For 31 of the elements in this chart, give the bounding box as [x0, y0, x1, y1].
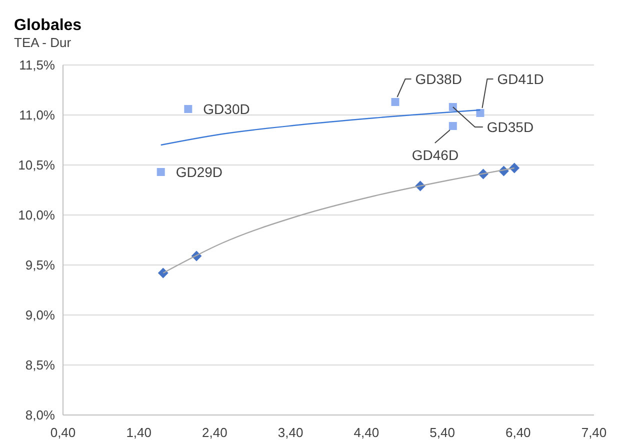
y-tick-label: 10,5%	[18, 158, 56, 173]
annotation: GD30D	[203, 100, 250, 117]
y-tick-label: 11,5%	[19, 58, 56, 73]
x-tick-label: 2,40	[202, 425, 228, 440]
point	[448, 122, 457, 130]
point	[448, 103, 457, 111]
annotation: GD29D	[176, 164, 223, 180]
y-tick-label: 10,0%	[18, 208, 56, 223]
x-tick-label: 1,40	[126, 425, 152, 440]
x-tick-label: 0,40	[50, 425, 76, 440]
point	[158, 268, 168, 278]
annotation: GD38D	[415, 70, 462, 87]
x-tick-label: 7,40	[581, 425, 607, 440]
y-tick-label: 8,0%	[25, 408, 56, 423]
x-tick-label: 6,40	[505, 425, 531, 440]
annotation: GD35D	[486, 118, 534, 135]
chart-title: Globales	[14, 17, 82, 34]
point	[156, 168, 165, 176]
point	[391, 98, 400, 106]
annotation: GD46D	[412, 146, 459, 163]
x-tick-label: 3,40	[278, 425, 304, 440]
x-tick-label: 5,40	[430, 425, 455, 440]
annotation: GD41D	[497, 70, 544, 87]
y-tick-label: 9,5%	[25, 258, 56, 273]
chart-subtitle: TEA - Dur	[14, 35, 72, 50]
y-tick-label: 8,5%	[25, 358, 56, 373]
y-tick-label: 9,0%	[25, 308, 56, 323]
x-tick-label: 4,40	[354, 425, 380, 440]
point	[184, 105, 192, 113]
y-tick-label: 11,0%	[19, 108, 56, 123]
point	[476, 109, 484, 117]
